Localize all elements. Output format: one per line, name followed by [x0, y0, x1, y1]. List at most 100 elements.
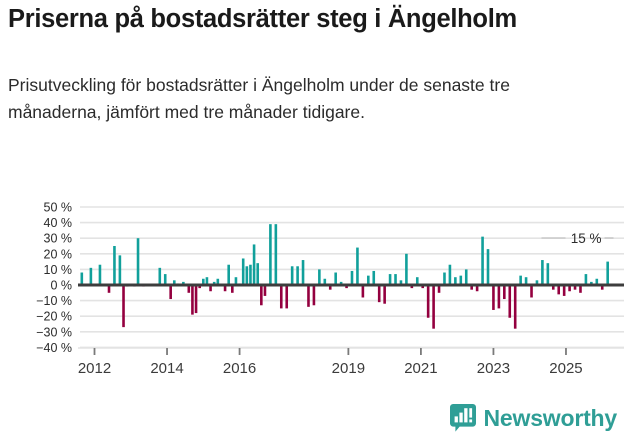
chart-bar [508, 285, 512, 318]
chart-bar [98, 264, 102, 285]
chart-bar [367, 275, 370, 285]
chart-bar [551, 285, 555, 290]
chart-bar [530, 285, 533, 298]
chart-bar [541, 260, 544, 285]
chart-bar [205, 277, 209, 285]
chart-annotation-label: 15 % [571, 231, 602, 246]
chart-bar [260, 285, 263, 306]
chart-bar [350, 270, 354, 285]
chart-y-axis-labels: 50 %40 % 30 %20 % 10 % 0 %−10 % −20 %−30 % −4… [36, 201, 72, 355]
chart-bar [80, 272, 84, 285]
chart-bar [216, 278, 220, 285]
x-axis-tick-label: 2014 [150, 360, 183, 377]
chart-bar [279, 285, 283, 309]
chart-bar [486, 249, 490, 285]
y-axis-tick-label: −10 % [36, 294, 72, 308]
chart-bar [328, 285, 332, 290]
chart-bar [301, 260, 305, 285]
chart-bar [307, 285, 310, 307]
chart-bar [209, 285, 212, 292]
chart-bar [323, 278, 327, 285]
x-axis-tick-label: 2016 [223, 360, 256, 377]
chart-bar [223, 285, 227, 292]
chart-annotation: 15 % [541, 231, 614, 246]
y-axis-tick-label: 40 % [44, 216, 73, 230]
y-axis-tick-label: 50 % [44, 201, 73, 215]
y-axis-tick-label: −20 % [36, 310, 72, 324]
chart-bar [405, 253, 408, 285]
chart-bar [241, 258, 245, 285]
chart-bar [202, 278, 205, 285]
chart-bar [399, 280, 403, 285]
chart-bar [584, 274, 588, 285]
chart-bar [497, 285, 501, 309]
newsworthy-logo[interactable]: Newsworthy [449, 402, 618, 434]
chart-bar [524, 277, 528, 285]
chart-bar [361, 285, 365, 298]
chart-bar [290, 266, 294, 285]
chart-bar [394, 274, 397, 285]
x-axis-tick-label: 2012 [78, 360, 111, 377]
chart-bar [595, 278, 599, 285]
chart-bar [312, 285, 316, 306]
chart-svg: 50 %40 % 30 %20 % 10 % 0 %−10 % −20 %−30 % −4… [36, 201, 624, 377]
chart-bar [191, 285, 194, 315]
chart-bar [212, 281, 216, 285]
chart-bar [590, 281, 593, 285]
chart-bar [481, 236, 484, 285]
chart-bar [249, 264, 252, 285]
y-axis-tick-label: 20 % [44, 247, 73, 261]
chart-bar [470, 285, 473, 290]
x-axis-tick-label: 2025 [549, 360, 582, 377]
chart-bar [252, 244, 256, 285]
chart-bar [503, 285, 506, 300]
chart-bar [118, 255, 122, 285]
chart-bar [383, 285, 386, 304]
chart-bar [437, 285, 441, 293]
chart-bar [579, 285, 582, 293]
chart-bar [296, 266, 299, 285]
chart-bar [535, 280, 539, 285]
y-axis-tick-label: −30 % [36, 325, 72, 339]
chart-bar [459, 275, 463, 285]
chart-bar [227, 264, 230, 285]
y-axis-tick-label: −40 % [36, 341, 72, 355]
y-axis-tick-label: 10 % [44, 263, 73, 277]
chart-bar [231, 285, 234, 293]
chart-bar [285, 285, 289, 309]
chart-bar [448, 264, 452, 285]
chart-bar [356, 247, 359, 285]
chart-bar [136, 238, 140, 285]
chart-bars [80, 224, 609, 329]
bar-chart: 50 % 40 % 30 % 20 % 10 % 0 % −10 % −20 % −30 % −4… [0, 195, 631, 395]
chart-bar [169, 285, 172, 300]
chart-bar [443, 272, 446, 285]
chart-bar [256, 263, 260, 285]
chart-bar [269, 224, 272, 285]
chart-bar [345, 285, 348, 289]
chart-bar [122, 285, 125, 328]
chart-bar [410, 285, 414, 289]
chart-bar [245, 266, 249, 285]
chart-bar [187, 285, 191, 293]
x-axis-tick-label: 2023 [477, 360, 510, 377]
y-axis-tick-label: 0 % [50, 279, 72, 293]
chart-bar [107, 285, 111, 293]
chart-bar [263, 285, 267, 296]
chart-bar [492, 285, 495, 310]
chart-bar [454, 277, 457, 285]
logo-wordmark: Newsworthy [483, 404, 618, 431]
chart-bar [546, 263, 550, 285]
page-title: Priserna på bostadsrätter steg i Ängelho… [8, 5, 517, 33]
y-axis-tick-label: 30 % [44, 232, 73, 246]
chart-bar [113, 246, 116, 285]
chart-bar [562, 285, 566, 296]
chart-bar [318, 269, 321, 285]
x-axis-tick-label: 2021 [404, 360, 437, 377]
chart-bar [415, 277, 419, 285]
chart-bar [339, 281, 343, 285]
chart-bar [573, 285, 577, 290]
chart-bar [158, 267, 162, 285]
chart-bar [388, 274, 392, 285]
